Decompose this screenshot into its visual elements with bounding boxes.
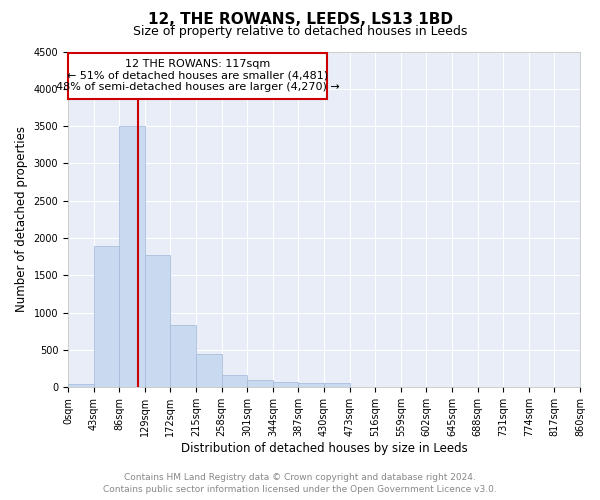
X-axis label: Distribution of detached houses by size in Leeds: Distribution of detached houses by size … bbox=[181, 442, 467, 455]
Bar bbox=[247, 380, 273, 388]
Text: 12, THE ROWANS, LEEDS, LS13 1BD: 12, THE ROWANS, LEEDS, LS13 1BD bbox=[148, 12, 452, 28]
Text: 48% of semi-detached houses are larger (4,270) →: 48% of semi-detached houses are larger (… bbox=[56, 82, 340, 92]
Bar bbox=[170, 326, 196, 388]
Bar bbox=[68, 384, 94, 388]
Text: Contains HM Land Registry data © Crown copyright and database right 2024.
Contai: Contains HM Land Registry data © Crown c… bbox=[103, 473, 497, 494]
Text: ← 51% of detached houses are smaller (4,481): ← 51% of detached houses are smaller (4,… bbox=[67, 71, 328, 81]
Bar bbox=[221, 375, 247, 388]
FancyBboxPatch shape bbox=[68, 53, 327, 98]
Bar bbox=[324, 383, 350, 388]
Text: 12 THE ROWANS: 117sqm: 12 THE ROWANS: 117sqm bbox=[125, 60, 270, 70]
Text: Size of property relative to detached houses in Leeds: Size of property relative to detached ho… bbox=[133, 25, 467, 38]
Bar bbox=[145, 254, 170, 388]
Bar bbox=[94, 246, 119, 388]
Bar bbox=[196, 354, 221, 388]
Bar bbox=[298, 383, 324, 388]
Y-axis label: Number of detached properties: Number of detached properties bbox=[15, 126, 28, 312]
Bar bbox=[273, 382, 298, 388]
Bar bbox=[119, 126, 145, 388]
